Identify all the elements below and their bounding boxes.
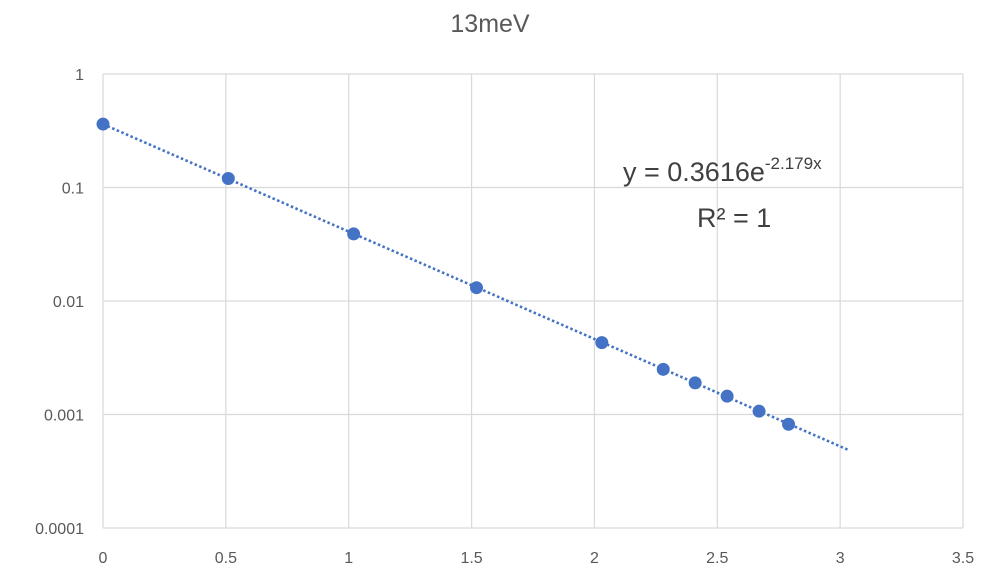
x-tick-label: 3 <box>836 550 845 567</box>
y-tick-label: 1 <box>75 67 84 84</box>
data-point <box>347 227 361 241</box>
data-point <box>656 362 670 376</box>
data-point <box>469 281 483 295</box>
y-tick-label: 0.1 <box>62 181 84 198</box>
trendline-r-squared: R² = 1 <box>697 203 771 233</box>
trendline-equation-exponent: -2.179x <box>765 154 822 173</box>
x-axis-ticks: 0 0.5 1 1.5 2 2.5 3 3.5 <box>99 550 975 567</box>
data-point <box>720 389 734 403</box>
x-tick-label: 2 <box>590 550 599 567</box>
grid-lines <box>102 73 964 529</box>
data-point <box>221 172 235 186</box>
y-tick-label: 0.0001 <box>35 521 84 538</box>
x-tick-label: 1 <box>344 550 353 567</box>
y-tick-label: 0.001 <box>44 408 84 425</box>
trendline-equation-base: y = 0.3616e <box>623 157 765 187</box>
y-tick-label: 0.01 <box>53 294 84 311</box>
y-axis-ticks: 1 0.1 0.01 0.001 0.0001 <box>35 67 84 538</box>
trendline-equation: y = 0.3616e-2.179x <box>623 154 822 187</box>
x-tick-label: 2.5 <box>706 550 728 567</box>
data-point <box>782 417 796 431</box>
x-tick-label: 3.5 <box>952 550 974 567</box>
data-point <box>752 404 766 418</box>
trendline-equation-group: y = 0.3616e-2.179x R² = 1 <box>623 154 822 233</box>
x-tick-label: 0.5 <box>215 550 237 567</box>
data-point <box>688 376 702 390</box>
data-point <box>96 117 110 131</box>
data-points <box>96 117 796 431</box>
x-tick-label: 0 <box>99 550 108 567</box>
x-tick-label: 1.5 <box>460 550 482 567</box>
data-point <box>595 336 609 350</box>
chart-title: 13meV <box>450 10 530 38</box>
